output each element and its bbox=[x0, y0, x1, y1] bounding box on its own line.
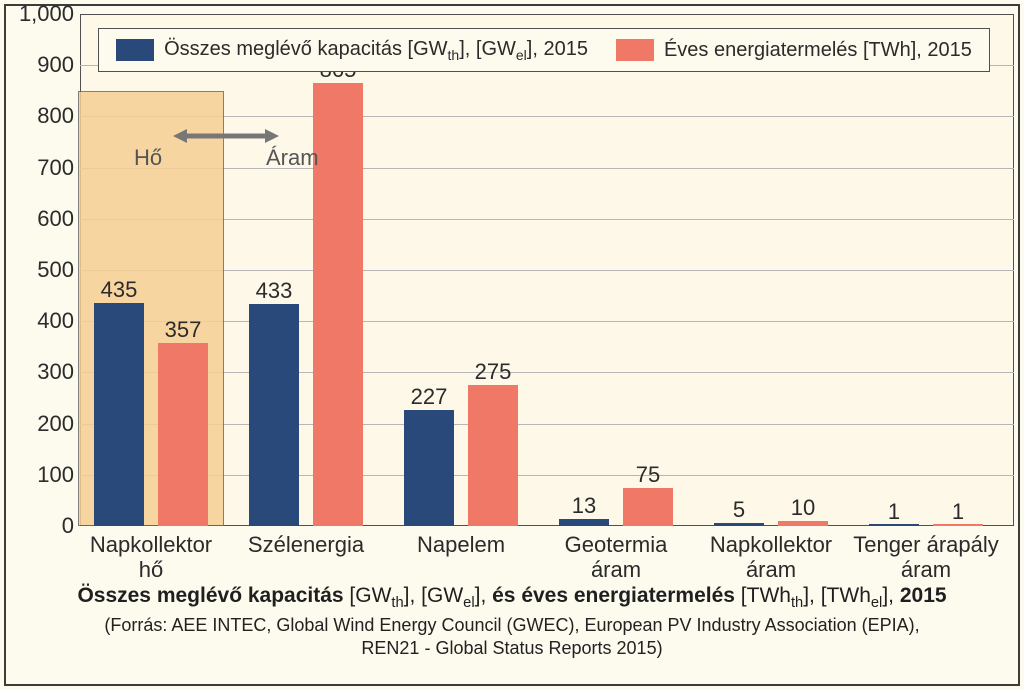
legend-label-capacity: Összes meglévő kapacitás [GWth], [GWel],… bbox=[164, 38, 588, 63]
annotation-heat-label: Hő bbox=[134, 145, 162, 171]
annotation-electric-label: Áram bbox=[266, 145, 319, 171]
legend: Összes meglévő kapacitás [GWth], [GWel],… bbox=[98, 28, 990, 72]
chart-source: (Forrás: AEE INTEC, Global Wind Energy C… bbox=[0, 614, 1024, 659]
annotation-arrow-icon bbox=[173, 125, 279, 147]
plot-area bbox=[80, 14, 1014, 526]
chart-caption: Összes meglévő kapacitás [GWth], [GWel],… bbox=[0, 584, 1024, 611]
legend-item-capacity: Összes meglévő kapacitás [GWth], [GWel],… bbox=[116, 38, 588, 63]
legend-item-production: Éves energiatermelés [TWh], 2015 bbox=[616, 39, 972, 62]
legend-label-production: Éves energiatermelés [TWh], 2015 bbox=[664, 39, 972, 62]
legend-swatch-capacity bbox=[116, 39, 154, 61]
legend-swatch-production bbox=[616, 39, 654, 61]
